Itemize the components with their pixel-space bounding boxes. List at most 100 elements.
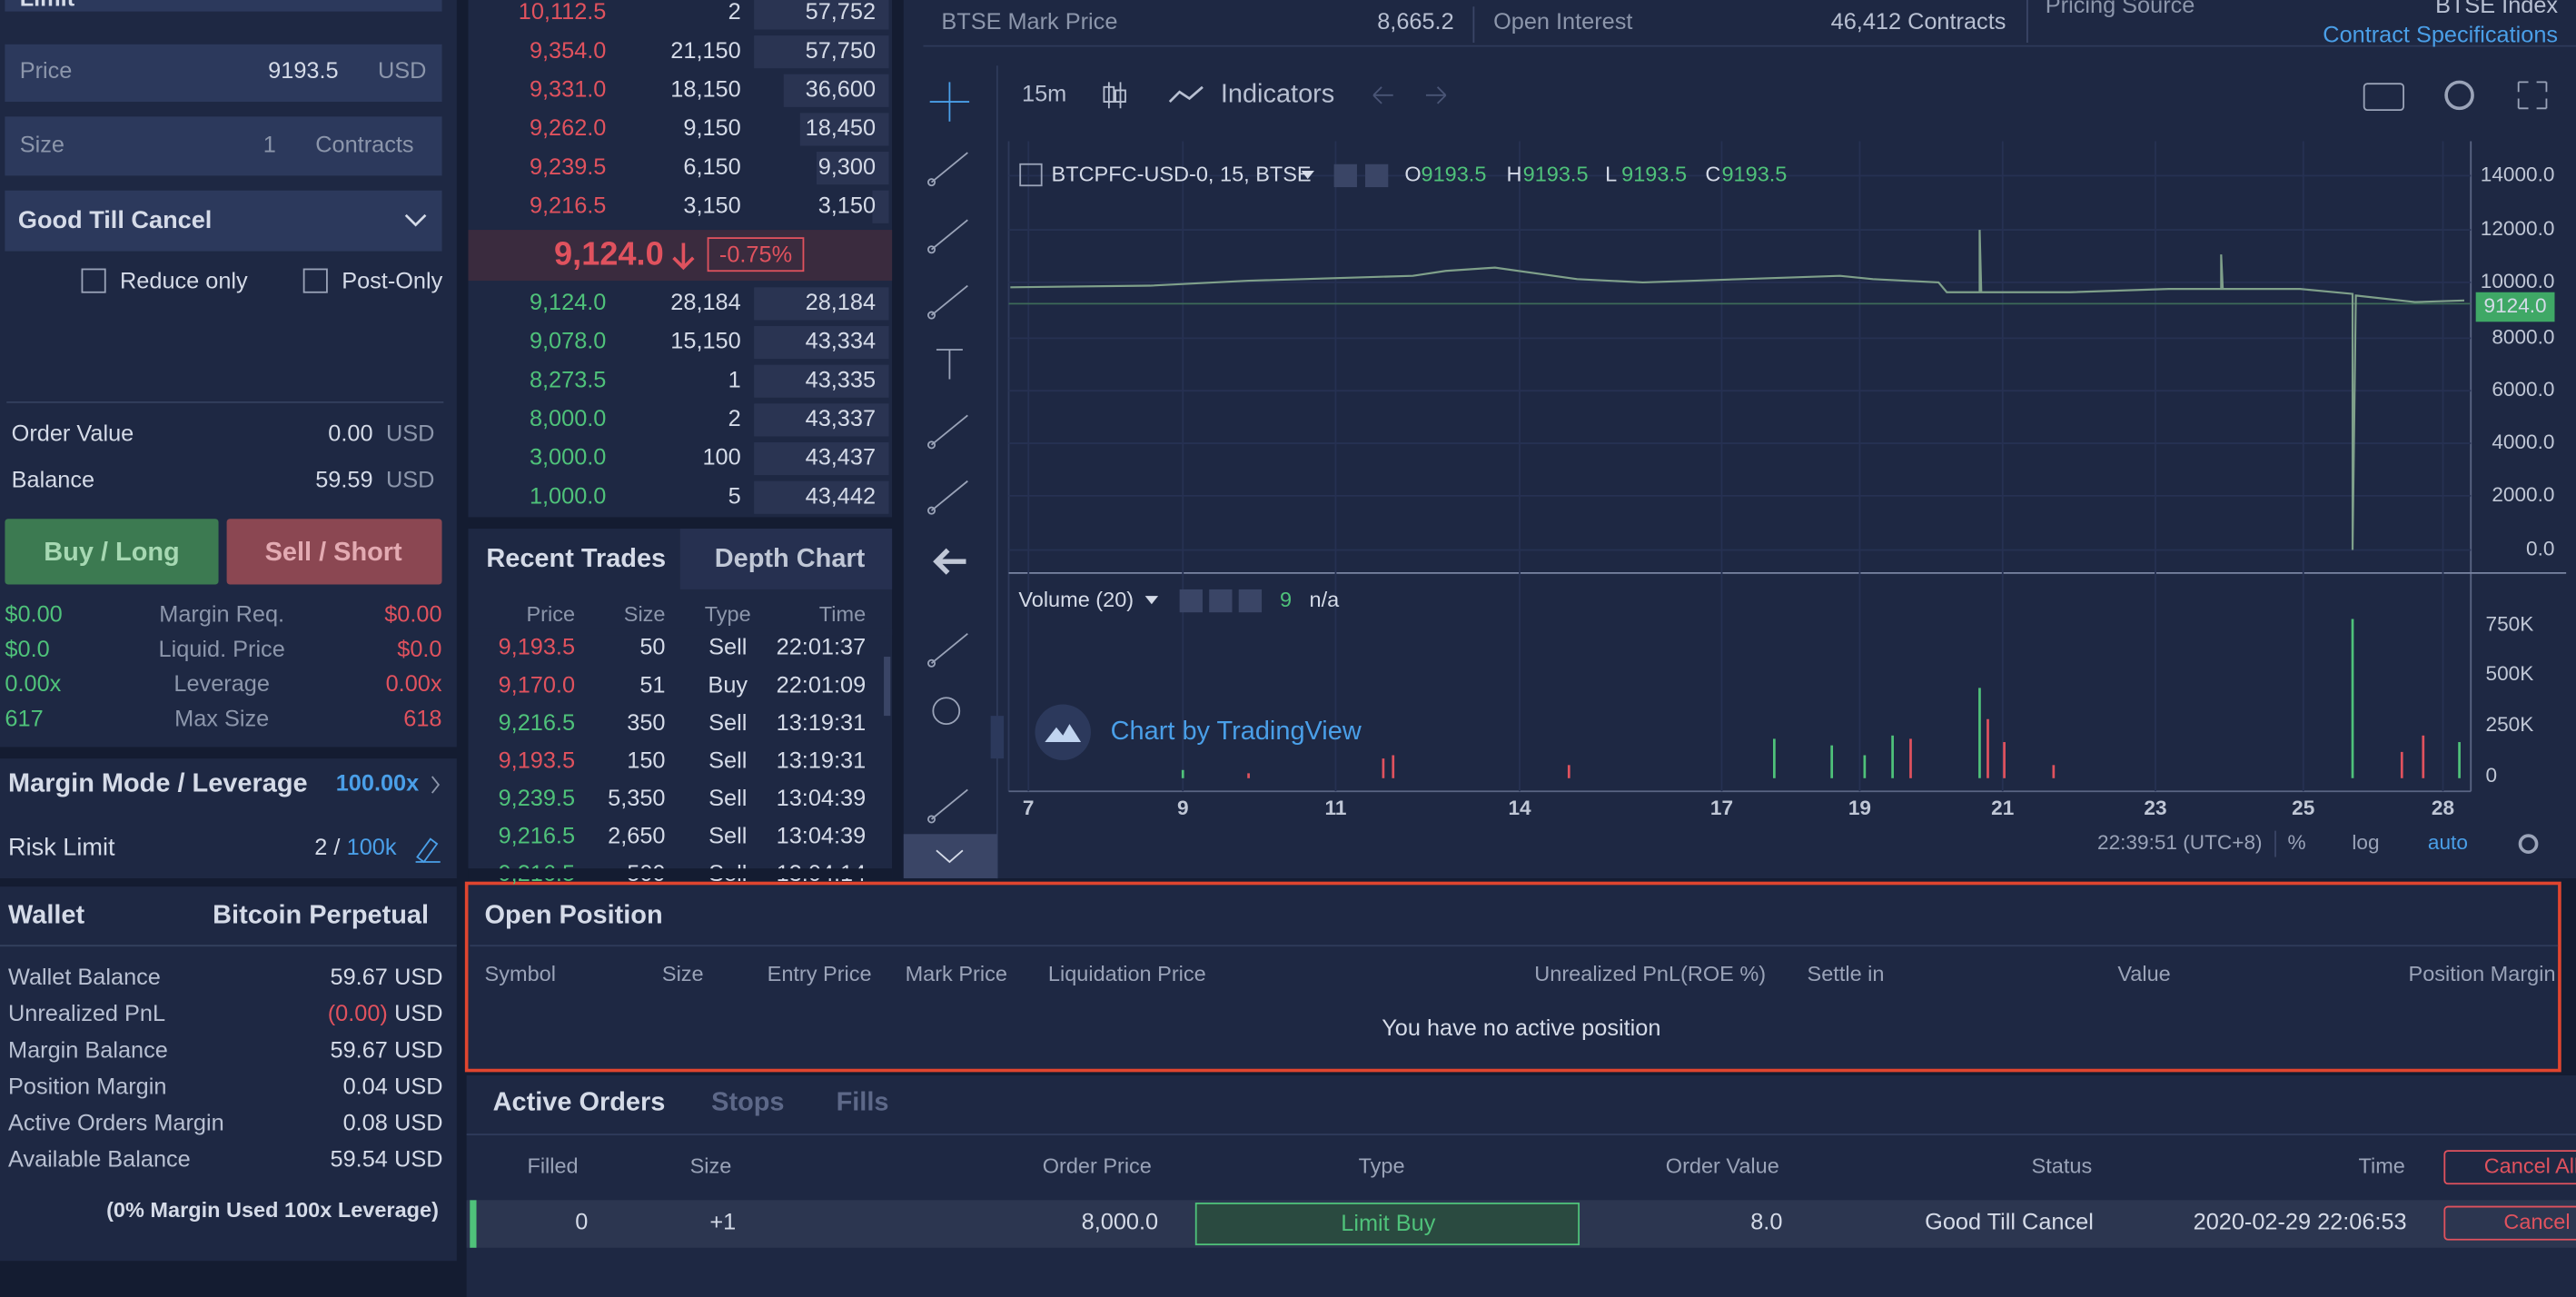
label: USD — [394, 1111, 442, 1136]
label: 9193.5 — [1721, 163, 1787, 186]
label: 21 — [1991, 797, 2014, 819]
label[interactable]: 100k — [347, 835, 397, 860]
label: 13:19:31 — [777, 748, 867, 773]
label: Position Margin — [2409, 962, 2556, 985]
label: 9,193.5 — [499, 635, 575, 660]
label: USD — [394, 1147, 442, 1173]
label: Sell — [708, 786, 747, 811]
label: Open Interest — [1493, 9, 1632, 35]
label[interactable]: Post-Only — [342, 269, 442, 294]
label: 12000.0 — [2481, 217, 2555, 240]
tool-icon[interactable] — [926, 152, 968, 187]
label: 59.59 — [315, 467, 372, 492]
label[interactable]: Limit — [20, 0, 75, 12]
label: L — [1605, 163, 1617, 186]
tool-icon[interactable] — [932, 697, 961, 726]
label: 618 — [403, 707, 441, 732]
label[interactable]: % — [2287, 831, 2305, 854]
label[interactable]: Fills — [837, 1087, 889, 1116]
tool-toggle[interactable] — [903, 834, 997, 879]
label: 57,750 — [806, 38, 876, 64]
label[interactable]: Reduce only — [120, 269, 248, 294]
label: 1 — [263, 133, 276, 158]
label: 1 — [728, 367, 741, 392]
label[interactable]: Cancel All — [2484, 1153, 2576, 1177]
label[interactable]: auto — [2428, 831, 2468, 854]
label: 23 — [2144, 797, 2166, 819]
down-arrow — [672, 243, 695, 271]
label: 28,184 — [670, 290, 740, 315]
tool-icon[interactable] — [926, 480, 968, 515]
label: 8,665.2 — [1377, 9, 1453, 35]
chart-panel — [903, 0, 2576, 879]
label: 6000.0 — [2492, 378, 2554, 401]
undo-icon — [1372, 86, 1393, 104]
label: 22:01:37 — [777, 635, 867, 660]
icon — [1179, 589, 1203, 613]
checkbox[interactable] — [81, 268, 106, 293]
select[interactable] — [5, 190, 442, 252]
label: 36,600 — [806, 76, 876, 102]
label: BTSE Mark Price — [941, 9, 1117, 35]
label: Position Margin — [8, 1074, 166, 1099]
tool-icon[interactable] — [926, 788, 968, 824]
label: 2,650 — [608, 824, 665, 849]
label: Liquidation Price — [1048, 962, 1206, 985]
label: 8,273.5 — [530, 367, 606, 392]
label: Wallet — [8, 900, 84, 929]
label: Wallet Balance — [8, 965, 161, 990]
label[interactable]: Active Orders — [493, 1087, 666, 1116]
label: 9,216.5 — [499, 710, 575, 736]
label[interactable]: log — [2352, 831, 2379, 854]
tool-icon[interactable] — [926, 414, 968, 450]
label[interactable]: Recent Trades — [486, 544, 666, 573]
label[interactable]: Indicators — [1221, 79, 1334, 108]
label[interactable]: Buy / Long — [44, 538, 179, 567]
label: 4000.0 — [2492, 431, 2554, 453]
tool-icon[interactable] — [926, 284, 968, 320]
tool-icon[interactable] — [929, 82, 970, 122]
camera-icon[interactable] — [2363, 83, 2404, 112]
label: 2 — [728, 406, 741, 431]
label: 43,334 — [806, 329, 876, 354]
tool-icon[interactable] — [926, 633, 968, 668]
cancel-all-button[interactable] — [2443, 1150, 2576, 1185]
label: 43,442 — [806, 483, 876, 509]
label[interactable]: Contract Specifications — [2323, 22, 2558, 47]
tool-icon[interactable] — [933, 548, 966, 575]
label: 9193.5 — [1523, 163, 1589, 186]
label: 9,262.0 — [530, 115, 606, 141]
edit-icon[interactable] — [415, 837, 441, 864]
tool-icon[interactable] — [926, 219, 968, 254]
label[interactable]: Sell / Short — [265, 538, 402, 567]
label: USD — [394, 1074, 442, 1099]
label: 617 — [5, 707, 43, 732]
select — [5, 0, 442, 12]
label[interactable]: 15m — [1022, 82, 1066, 107]
label[interactable]: Chart by TradingView — [1111, 717, 1362, 746]
sell-button[interactable] — [226, 519, 442, 585]
change-badge — [707, 237, 805, 272]
label: 9124.0 — [2484, 294, 2547, 317]
label: 46,412 Contracts — [1831, 9, 2006, 35]
label: Leverage — [173, 671, 270, 697]
label[interactable]: 100.00x — [336, 771, 419, 797]
buy-button[interactable] — [5, 519, 219, 585]
cancel-button[interactable] — [2443, 1205, 2576, 1241]
label: Risk Limit — [8, 833, 115, 861]
label: 0.00 — [328, 421, 372, 447]
mask — [468, 868, 893, 879]
input[interactable] — [5, 44, 442, 103]
label: Price — [20, 58, 73, 84]
tool-icon[interactable] — [936, 349, 963, 380]
label[interactable]: Stops — [711, 1087, 784, 1116]
settings-icon[interactable] — [2444, 80, 2474, 111]
label: Size — [624, 602, 666, 626]
label[interactable]: Depth Chart — [715, 544, 866, 573]
checkbox[interactable] — [302, 268, 328, 293]
label[interactable]: Cancel — [2503, 1210, 2570, 1233]
input[interactable] — [5, 116, 442, 176]
label: Unrealized PnL — [8, 1001, 165, 1026]
depth-bar — [754, 35, 889, 69]
row-indicator — [470, 1200, 477, 1248]
